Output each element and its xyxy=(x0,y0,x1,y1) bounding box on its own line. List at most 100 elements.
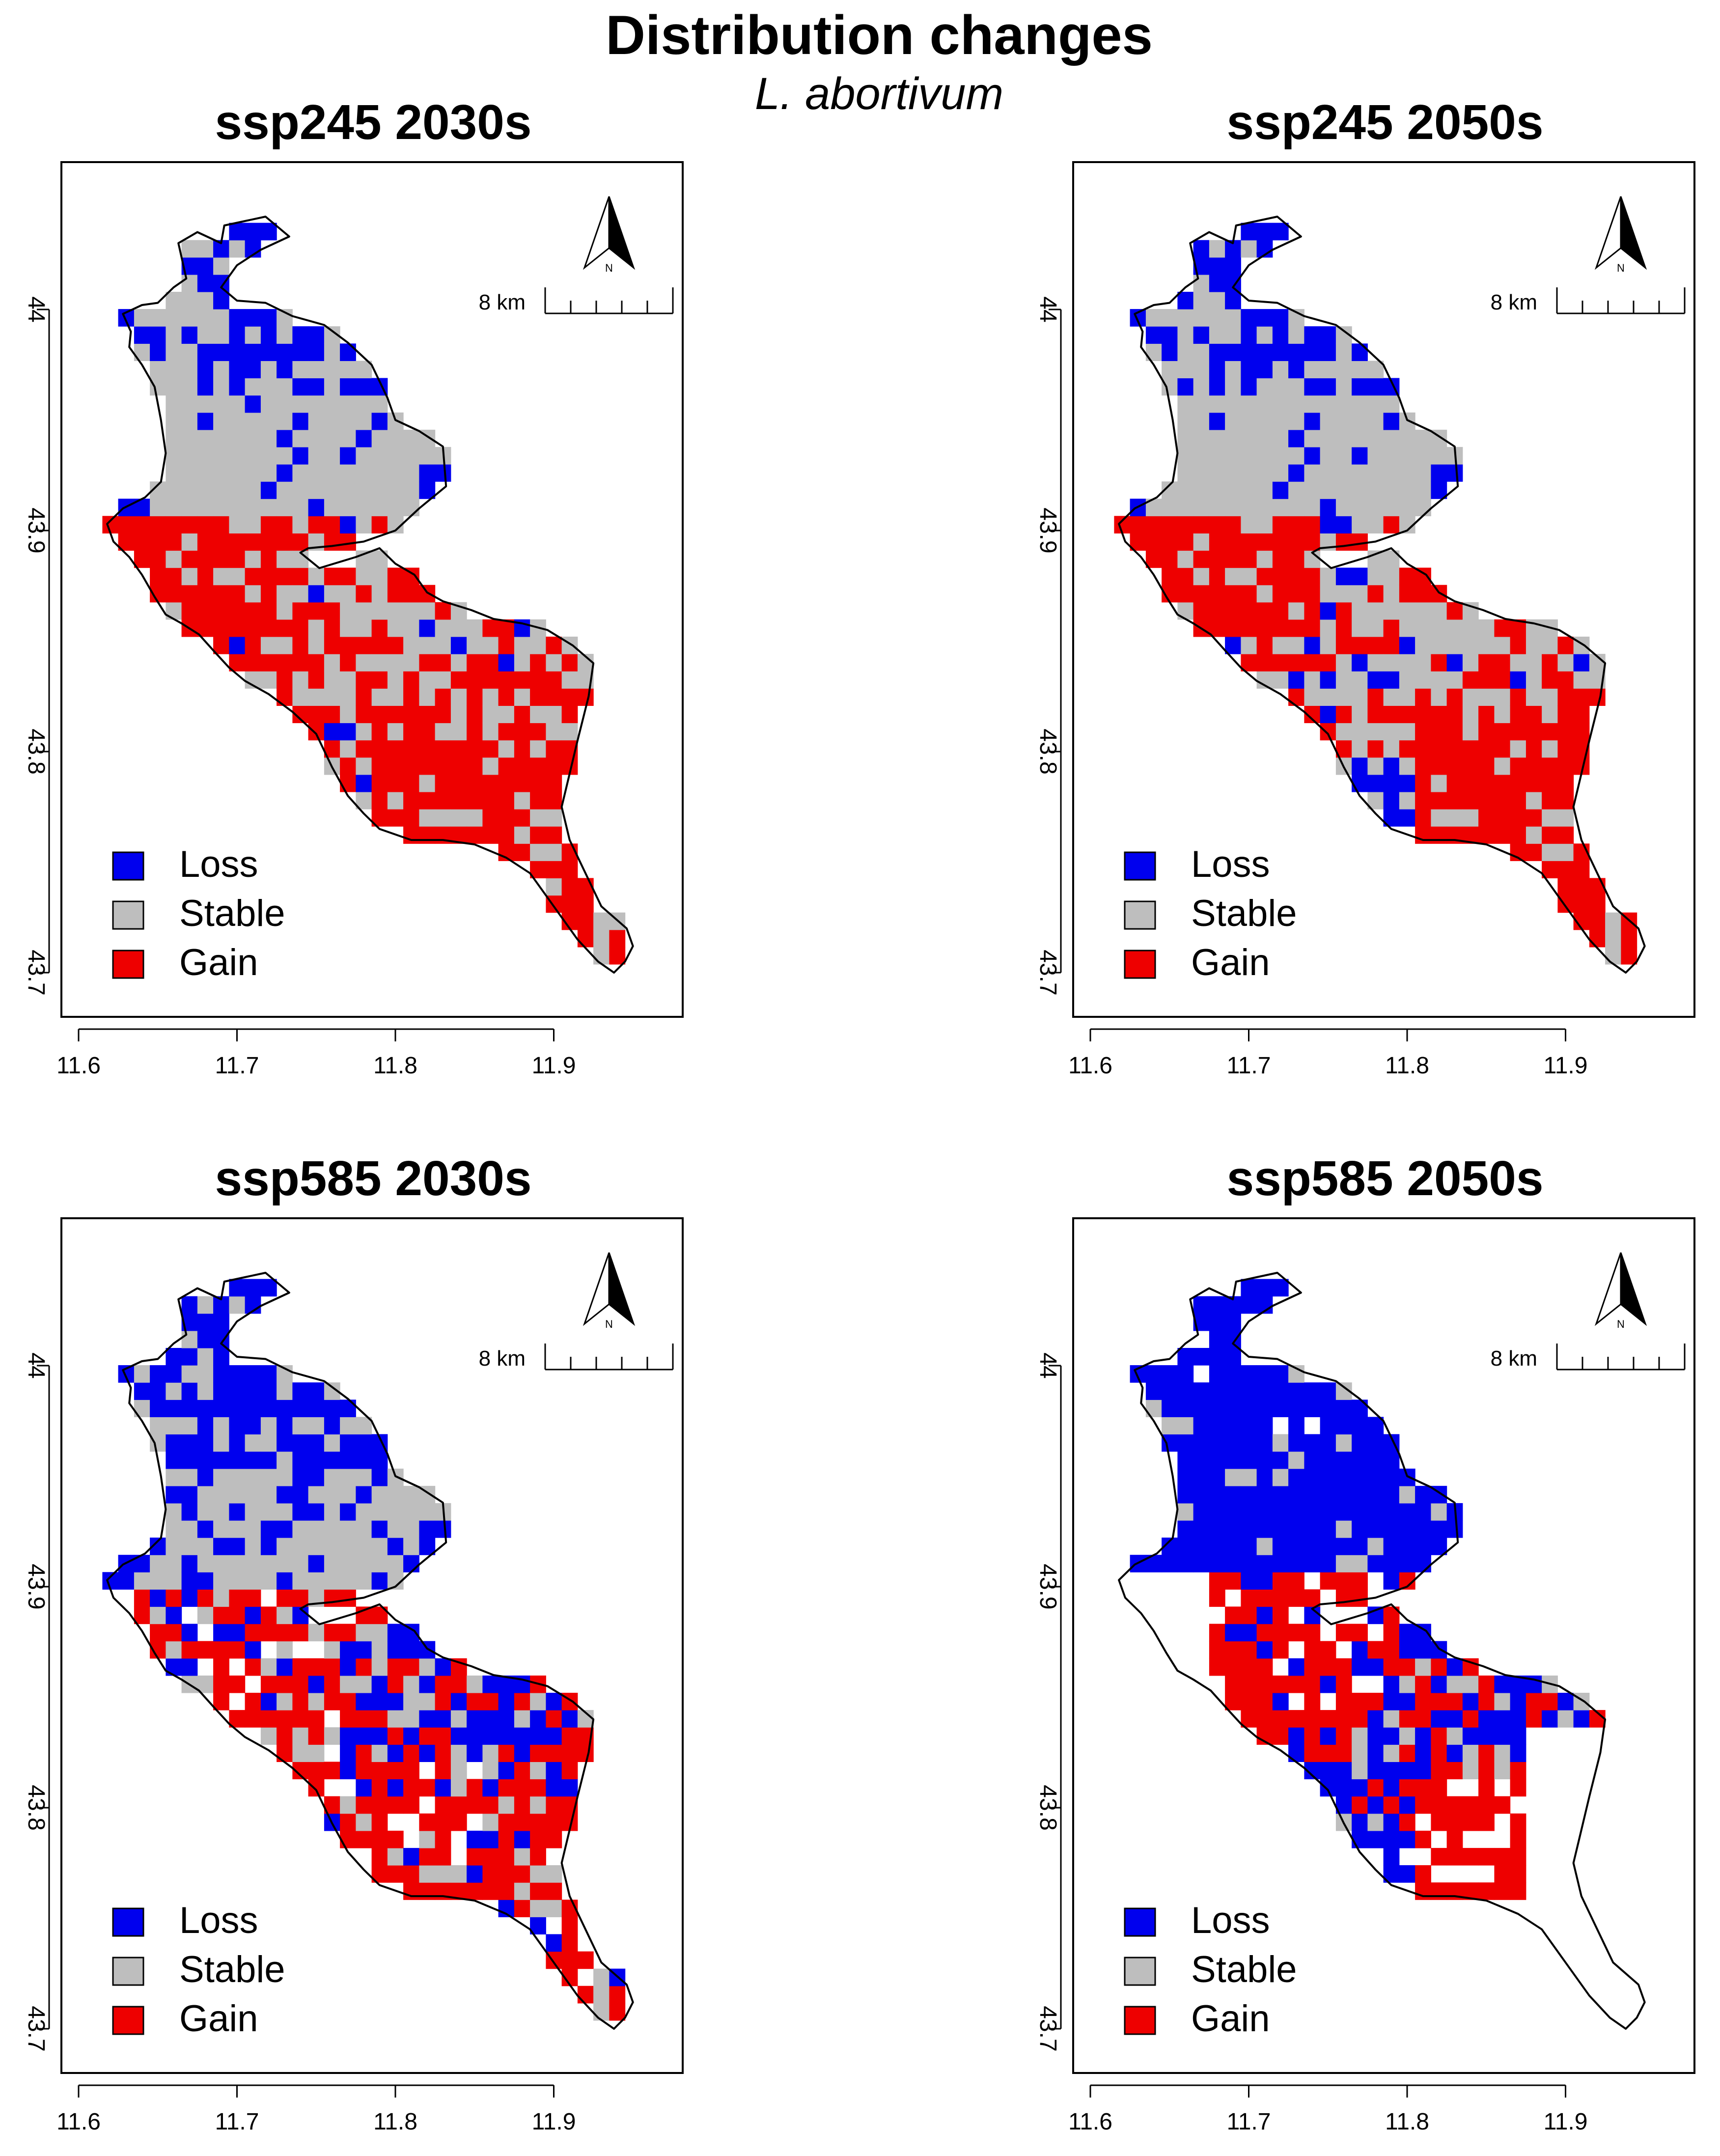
raster-cell-gain xyxy=(1431,705,1447,724)
north-arrow-label: N xyxy=(1617,262,1625,274)
raster-cell-loss xyxy=(1573,654,1590,672)
raster-cell-stable xyxy=(419,1830,436,1848)
raster-cell-gain xyxy=(1288,1675,1304,1693)
raster-cell-loss xyxy=(1304,1538,1321,1555)
raster-cell-stable xyxy=(292,464,309,482)
raster-cell-loss xyxy=(229,361,246,379)
raster-cell-gain xyxy=(467,757,483,775)
raster-cell-gain xyxy=(1352,1693,1368,1710)
raster-cell-gain xyxy=(1304,1710,1321,1728)
raster-cell-loss xyxy=(1304,1485,1321,1504)
raster-cell-stable xyxy=(181,1365,198,1383)
raster-cell-gain xyxy=(1335,602,1352,620)
x-tick-label: 11.8 xyxy=(1385,1053,1429,1079)
raster-cell-stable xyxy=(1209,240,1225,258)
raster-cell-stable xyxy=(371,1624,388,1642)
raster-cell-stable xyxy=(1177,412,1194,430)
raster-cell-loss xyxy=(1209,1485,1225,1504)
raster-cell-gain xyxy=(1431,1796,1447,1814)
raster-cell-gain xyxy=(1209,550,1225,568)
raster-cell-gain xyxy=(1241,602,1257,620)
legend-label: Loss xyxy=(1191,1900,1270,1941)
raster-cell-gain xyxy=(1431,791,1447,810)
raster-cell-stable xyxy=(1399,791,1415,810)
raster-cell-gain xyxy=(229,1606,246,1624)
raster-cell-loss xyxy=(1446,1520,1463,1538)
raster-cell-stable xyxy=(1335,343,1352,361)
raster-cell-stable xyxy=(1272,412,1289,430)
raster-cell-stable xyxy=(387,602,404,620)
raster-cell-stable xyxy=(1193,481,1210,499)
raster-cell-loss xyxy=(1193,1400,1210,1417)
raster-cell-loss xyxy=(387,1538,404,1555)
raster-cell-gain xyxy=(403,1796,419,1814)
raster-cell-gain xyxy=(1494,1882,1511,1900)
raster-cell-gain xyxy=(482,740,499,758)
raster-cell-stable xyxy=(1367,464,1384,482)
raster-cell-stable xyxy=(1383,447,1400,465)
raster-cell-stable xyxy=(197,1365,214,1383)
raster-cell-gain xyxy=(1399,585,1415,603)
raster-cell-stable xyxy=(1177,499,1194,516)
raster-cell-gain xyxy=(1367,688,1384,706)
raster-cell-loss xyxy=(1399,1796,1415,1814)
raster-cell-loss xyxy=(277,1485,293,1504)
y-tick-label: 43.7 xyxy=(1035,950,1061,995)
raster-cell-gain xyxy=(467,1796,483,1814)
raster-cell-loss xyxy=(1335,1417,1352,1435)
raster-cell-loss xyxy=(467,1727,483,1745)
raster-cell-gain xyxy=(1304,1693,1321,1710)
raster-cell-stable xyxy=(277,1606,293,1624)
raster-cell-gain xyxy=(1462,757,1479,775)
raster-cell-stable xyxy=(403,481,419,499)
raster-cell-stable xyxy=(1542,637,1558,654)
raster-cell-loss xyxy=(340,1641,356,1659)
raster-cell-loss xyxy=(229,1365,246,1383)
raster-cell-gain xyxy=(1446,774,1463,792)
raster-cell-gain xyxy=(530,826,546,844)
raster-cell-stable xyxy=(292,1727,309,1745)
raster-cell-loss xyxy=(1304,1434,1321,1452)
raster-cell-loss xyxy=(166,1348,182,1366)
raster-cell-loss xyxy=(1399,1468,1415,1486)
raster-cell-stable xyxy=(356,1520,372,1538)
raster-cell-gain xyxy=(1542,671,1558,689)
raster-cell-stable xyxy=(1225,395,1241,413)
raster-cell-stable xyxy=(546,878,562,896)
raster-cell-loss xyxy=(292,326,309,344)
raster-cell-gain xyxy=(1462,671,1479,689)
raster-cell-stable xyxy=(277,1641,293,1659)
raster-cell-stable xyxy=(387,447,404,465)
raster-cell-gain xyxy=(1288,550,1304,568)
raster-cell-stable xyxy=(181,429,198,448)
raster-cell-loss xyxy=(1256,1417,1273,1435)
raster-cell-gain xyxy=(340,654,356,672)
raster-cell-stable xyxy=(1367,516,1384,533)
raster-cell-stable xyxy=(1272,637,1289,654)
raster-cell-stable xyxy=(1367,567,1384,586)
raster-cell-stable xyxy=(1415,429,1431,448)
raster-cell-gain xyxy=(1272,585,1289,603)
raster-cell-stable xyxy=(1304,481,1321,499)
raster-cell-loss xyxy=(245,1382,261,1400)
raster-cell-loss xyxy=(277,464,293,482)
raster-cell-gain xyxy=(514,671,530,689)
raster-cell-gain xyxy=(1431,1813,1447,1831)
raster-cell-gain xyxy=(514,757,530,775)
raster-cell-loss xyxy=(1399,1555,1415,1572)
raster-cell-loss xyxy=(1177,1365,1194,1383)
x-axis: 11.6 11.7 11.8 11.9 xyxy=(56,2084,576,2135)
raster-cell-stable xyxy=(213,326,229,344)
raster-cell-loss xyxy=(1367,1830,1384,1848)
raster-cell-gain xyxy=(308,516,325,533)
raster-cell-gain xyxy=(371,757,388,775)
raster-cell-gain xyxy=(498,1848,515,1866)
raster-cell-gain xyxy=(482,774,499,792)
raster-cell-loss xyxy=(371,1451,388,1469)
raster-cell-stable xyxy=(1162,378,1178,396)
raster-cell-stable xyxy=(1256,412,1273,430)
raster-cell-stable xyxy=(371,464,388,482)
